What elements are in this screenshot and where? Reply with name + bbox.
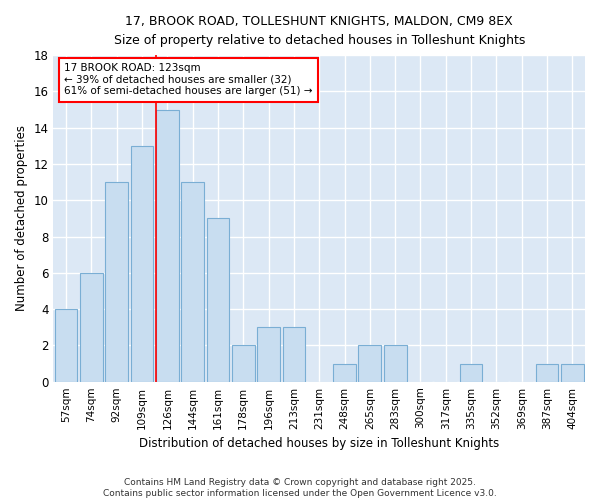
Bar <box>561 364 584 382</box>
Bar <box>181 182 204 382</box>
Bar <box>536 364 559 382</box>
Bar <box>106 182 128 382</box>
Title: 17, BROOK ROAD, TOLLESHUNT KNIGHTS, MALDON, CM9 8EX
Size of property relative to: 17, BROOK ROAD, TOLLESHUNT KNIGHTS, MALD… <box>113 15 525 47</box>
Bar <box>333 364 356 382</box>
Bar <box>283 328 305 382</box>
Text: Contains HM Land Registry data © Crown copyright and database right 2025.
Contai: Contains HM Land Registry data © Crown c… <box>103 478 497 498</box>
Bar <box>358 346 381 382</box>
Bar <box>206 218 229 382</box>
Bar <box>80 273 103 382</box>
Bar <box>55 309 77 382</box>
Bar <box>156 110 179 382</box>
Text: 17 BROOK ROAD: 123sqm
← 39% of detached houses are smaller (32)
61% of semi-deta: 17 BROOK ROAD: 123sqm ← 39% of detached … <box>64 64 313 96</box>
Bar <box>257 328 280 382</box>
Bar <box>232 346 254 382</box>
Bar <box>384 346 407 382</box>
X-axis label: Distribution of detached houses by size in Tolleshunt Knights: Distribution of detached houses by size … <box>139 437 499 450</box>
Bar <box>460 364 482 382</box>
Bar <box>131 146 154 382</box>
Y-axis label: Number of detached properties: Number of detached properties <box>15 126 28 312</box>
